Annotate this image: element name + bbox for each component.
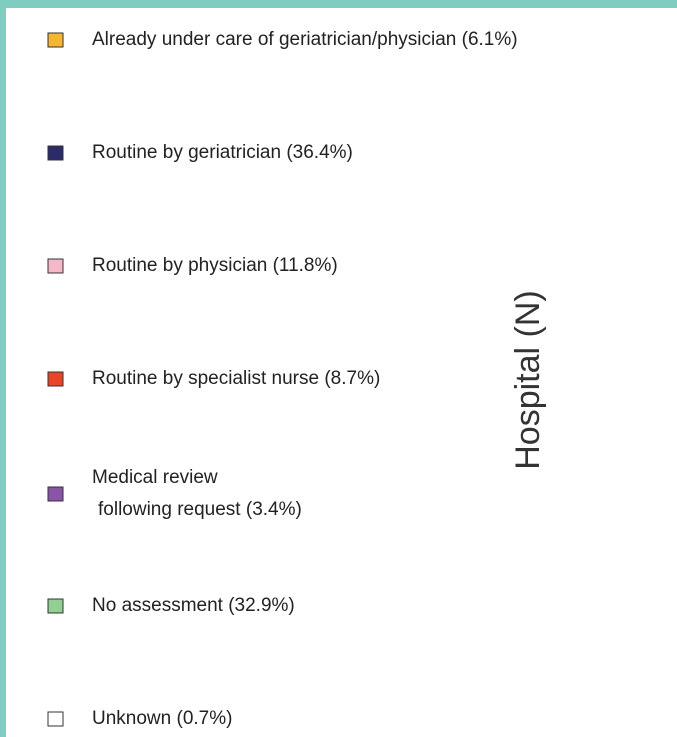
legend-label: Routine by geriatrician (36.4%): [92, 142, 353, 163]
legend-label: Routine by specialist nurse (8.7%): [92, 368, 380, 389]
top-border: [0, 0, 677, 8]
legend-swatch: [47, 371, 64, 387]
legend-label: Medical review: [92, 467, 218, 488]
left-border: [0, 0, 6, 737]
legend-label: Already under care of geriatrician/physi…: [92, 29, 518, 50]
legend-label: No assessment (32.9%): [92, 595, 295, 616]
legend-label: Routine by physician (11.8%): [92, 255, 338, 276]
legend-label: Unknown (0.7%): [92, 708, 232, 729]
legend-swatch: [47, 32, 64, 48]
legend-swatch: [47, 486, 64, 502]
legend-label: following request (3.4%): [98, 499, 302, 520]
legend-swatch: [47, 258, 64, 274]
legend-swatch: [47, 711, 64, 727]
legend-swatch: [47, 145, 64, 161]
legend-swatch: [47, 598, 64, 614]
axis-label: Hospital (N): [509, 290, 547, 469]
